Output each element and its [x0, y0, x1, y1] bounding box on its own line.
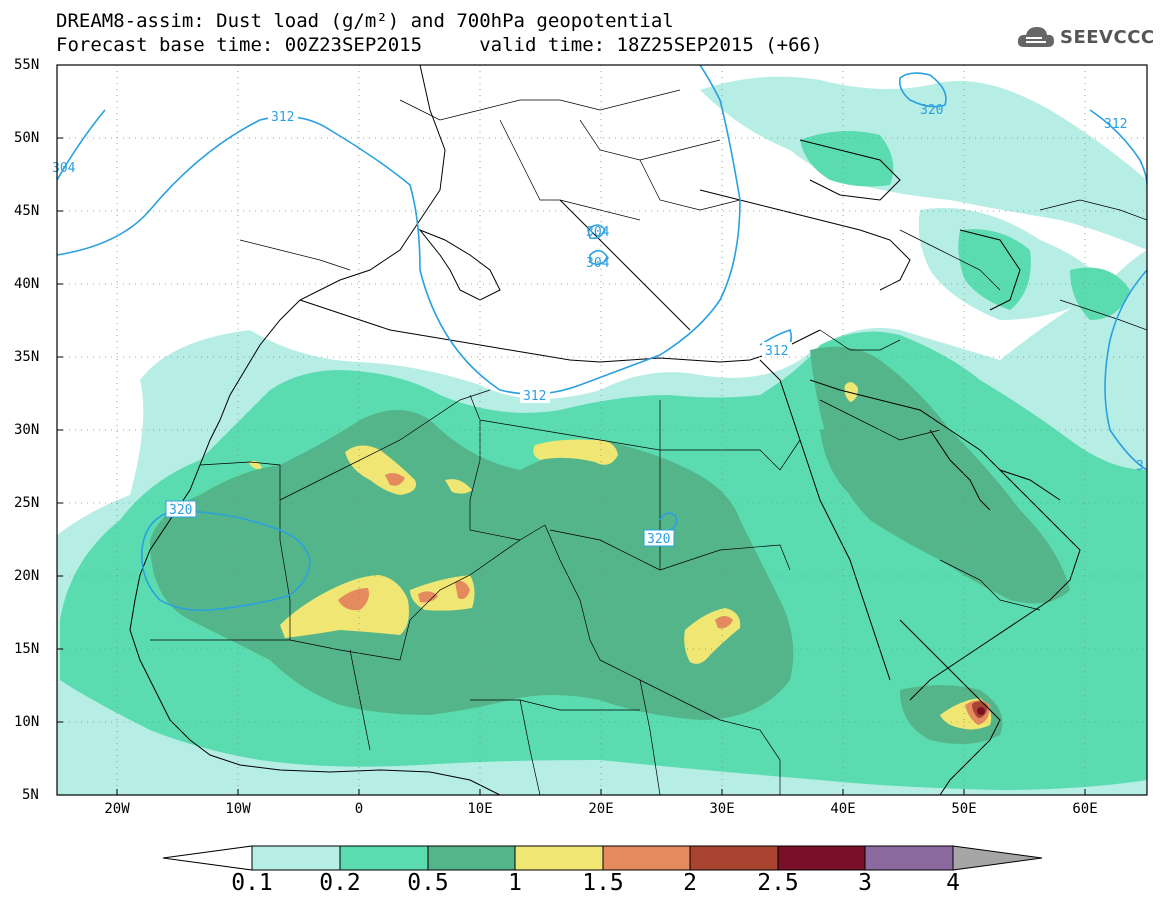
lon-label: 0 [354, 801, 364, 817]
contour-label: 312 [765, 344, 788, 359]
lon-label: 20W [104, 801, 130, 817]
colorbar-label: 0.2 [319, 870, 361, 896]
lon-label: 20E [588, 801, 614, 817]
lat-label: 20N [14, 568, 40, 584]
dust-level-yellow [533, 439, 618, 465]
colorbar-swatch [689, 845, 779, 871]
dust-level-mid [958, 229, 1031, 310]
coastlines [129, 65, 1081, 795]
lon-label: 10E [467, 801, 493, 817]
dust-level-mid [800, 131, 894, 187]
dust-level-dark [150, 410, 794, 720]
contour-3-se [1104, 269, 1147, 471]
dust-level-mid [1070, 267, 1130, 320]
colorbar-label: 1.5 [582, 870, 624, 896]
colorbar-swatch [514, 845, 604, 871]
lon-label: 50E [951, 801, 977, 817]
lon-label: 30E [709, 801, 735, 817]
colorbar-swatch [602, 845, 691, 871]
lat-label: 55N [14, 57, 40, 73]
contour-304-west [57, 109, 106, 181]
geopotential-contours [57, 65, 1147, 612]
contour-label: 320 [169, 503, 192, 518]
country-borders [150, 89, 1147, 795]
dust-level-yellow [445, 479, 472, 494]
colorbar-swatch [251, 845, 341, 871]
lat-label: 15N [14, 641, 40, 657]
contour-320-west [141, 510, 311, 612]
colorbar-over-arrow [952, 845, 1043, 871]
dust-level-dark [820, 426, 914, 504]
dust-level-orange [715, 616, 733, 629]
colorbar-label: 2.5 [757, 870, 799, 896]
contour-320-ne [898, 72, 947, 108]
dust-level-orange [455, 581, 470, 599]
colorbar-label: 3 [858, 870, 872, 896]
colorbar-swatch [777, 845, 866, 871]
contour-304-balkan2 [589, 249, 609, 266]
colorbar-swatch [864, 845, 954, 871]
lon-label: 10W [225, 801, 251, 817]
contour-312-main [57, 65, 741, 395]
lat-label: 25N [14, 495, 40, 511]
lat-label: 50N [14, 130, 40, 146]
contour-label: 320 [647, 532, 670, 547]
colorbar-label: 0.5 [407, 870, 449, 896]
contour-label: 304 [52, 161, 76, 176]
dust-level-orange [418, 591, 438, 603]
dust-level-dark [810, 346, 1070, 604]
map-title: DREAM8-assim: Dust load (g/m²) and 700hP… [56, 10, 674, 32]
contour-label: 304 [586, 225, 610, 240]
lat-label: 40N [14, 276, 40, 292]
dust-level-orange [338, 588, 369, 611]
colorbar [162, 845, 1043, 871]
contour-304-balkan [587, 224, 606, 240]
dust-level-light [700, 76, 1147, 251]
contour-label: 312 [523, 389, 546, 404]
contour-label: 304 [586, 256, 610, 271]
lon-label: 60E [1072, 801, 1098, 817]
dust-level-darkred [977, 707, 985, 715]
contour-312-ne [1089, 109, 1147, 186]
seevccc-logo: SEEVCCC [1016, 23, 1155, 51]
contour-label: 312 [1104, 117, 1127, 132]
colorbar-label: 4 [946, 870, 960, 896]
map-subtitle: Forecast base time: 00Z23SEP2015 valid t… [56, 34, 823, 56]
colorbar-label: 0.1 [231, 870, 273, 896]
colorbar-label: 2 [683, 870, 697, 896]
lat-label: 30N [14, 422, 40, 438]
lat-label: 5N [22, 787, 39, 803]
dust-level-orange [385, 473, 405, 486]
colorbar-swatch [427, 845, 516, 871]
dust-level-yellow [844, 382, 858, 402]
colorbar-label: 1 [508, 870, 522, 896]
dust-fields [57, 76, 1147, 795]
lon-label: 40E [830, 801, 856, 817]
colorbar-swatch [339, 845, 429, 871]
axis-ticks [57, 64, 1086, 796]
lat-label: 45N [14, 203, 40, 219]
lat-label: 35N [14, 349, 40, 365]
lat-label: 10N [14, 714, 40, 730]
cloud-icon [1017, 27, 1054, 47]
logo-text: SEEVCCC [1060, 26, 1155, 48]
contour-label: 312 [271, 110, 294, 125]
contour-320-east [659, 512, 678, 531]
contour-label: 320 [920, 103, 943, 118]
contour-label: 3 [1136, 459, 1144, 474]
contour-label-group: 304 312 320 304 304 312 312 320 312 312 … [52, 103, 1144, 547]
colorbar-under-arrow [162, 845, 253, 871]
